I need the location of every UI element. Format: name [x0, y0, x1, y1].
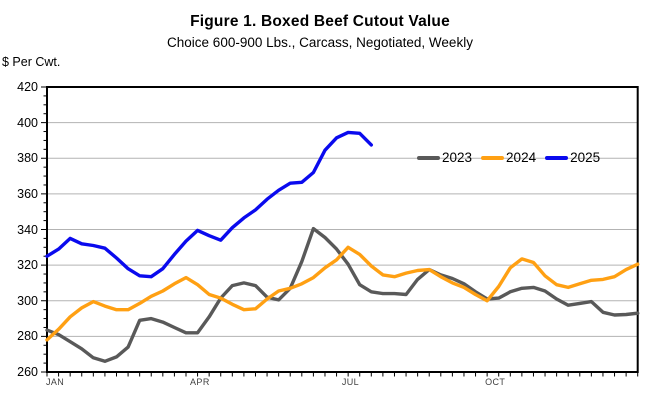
- y-tick-label-400: 400: [17, 115, 38, 130]
- series-line-2025: [45, 130, 373, 279]
- legend-item-2025: 2025: [545, 150, 600, 165]
- y-tick-label-340: 340: [17, 222, 38, 237]
- y-tick-label-300: 300: [17, 293, 38, 308]
- x-tick-label-JAN: JAN: [45, 377, 65, 387]
- y-tick-label-320: 320: [17, 258, 38, 273]
- legend-swatch-2023: [417, 155, 440, 160]
- x-tick-label-JUL: JUL: [341, 377, 360, 387]
- y-tick-label-260: 260: [17, 365, 38, 379]
- series-line-2024: [45, 245, 640, 342]
- x-tick-label-OCT: OCT: [485, 377, 506, 387]
- chart-subtitle: Choice 600-900 Lbs., Carcass, Negotiated…: [167, 35, 473, 50]
- legend-label-2025: 2025: [570, 150, 601, 165]
- x-tick-label-APR: APR: [190, 377, 210, 387]
- legend-item-2024: 2024: [481, 150, 536, 165]
- legend-swatch-2024: [481, 155, 505, 160]
- y-tick-label-280: 280: [17, 329, 38, 344]
- plot-border: [46, 86, 639, 373]
- legend-item-2023: 2023: [417, 150, 472, 165]
- legend-swatch-2025: [545, 155, 569, 160]
- y-axis-unit-label: $ Per Cwt.: [2, 55, 61, 69]
- y-tick-label-380: 380: [17, 151, 38, 166]
- legend-label-2023: 2023: [442, 150, 473, 165]
- legend: 2023 2024 2025: [417, 150, 600, 165]
- legend-label-2024: 2024: [506, 150, 537, 165]
- chart-title: Figure 1. Boxed Beef Cutout Value: [190, 13, 450, 30]
- series-line-2023: [45, 226, 640, 363]
- y-tick-label-420: 420: [17, 80, 38, 94]
- y-tick-label-360: 360: [17, 186, 38, 201]
